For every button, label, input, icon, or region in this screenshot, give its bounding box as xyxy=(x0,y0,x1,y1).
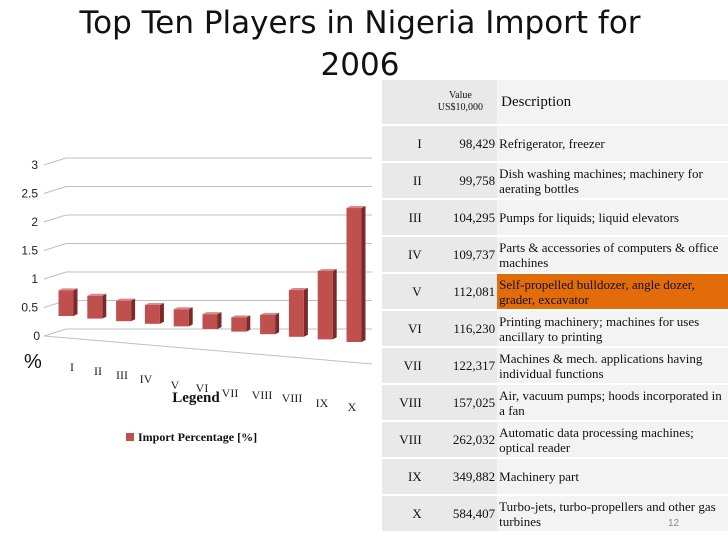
description-cell: Dish washing machines; machinery for aer… xyxy=(497,162,728,200)
y-axis-label: % xyxy=(24,351,42,373)
bar xyxy=(116,298,136,322)
value-cell: 109,737 xyxy=(423,236,498,274)
table-row: II 99,758 Dish washing machines; machinery… xyxy=(382,162,728,200)
value-cell: 584,407 xyxy=(423,495,498,533)
rank-cell: IV xyxy=(382,236,424,274)
slide-title: Top Ten Players in Nigeria Import for 20… xyxy=(40,2,680,86)
description-cell: Printing machinery; machines for uses an… xyxy=(497,310,728,348)
x-tick-label: IV xyxy=(140,372,153,386)
x-tick-label: X xyxy=(348,400,357,414)
description-cell: Pumps for liquids; liquid elevators xyxy=(497,199,728,237)
y-tick-label: 2 xyxy=(31,215,38,229)
header-rank xyxy=(382,80,424,126)
table-row: X 584,407 Turbo-jets, turbo-propellers and… xyxy=(382,495,728,533)
legend-swatch xyxy=(126,433,134,441)
table-body: I 98,429 Refrigerator, freezer II 99,758 Dish… xyxy=(382,125,728,533)
value-cell: 262,032 xyxy=(423,421,498,459)
gridline-diagonal xyxy=(43,271,67,280)
title-line-2: 2006 xyxy=(320,47,400,83)
description-cell: Automatic data processing machines; opti… xyxy=(497,421,728,459)
bar xyxy=(58,288,78,316)
description-cell: Machines & mech. applications having ind… xyxy=(497,347,728,385)
x-tick-label: VII xyxy=(222,386,239,400)
floor-edge xyxy=(43,335,373,365)
value-cell: 157,025 xyxy=(423,384,498,422)
bar xyxy=(87,293,107,319)
x-tick-label: VI xyxy=(196,381,209,395)
value-cell: 116,230 xyxy=(423,310,498,348)
description-cell: Parts & accessories of computers & offic… xyxy=(497,236,728,274)
value-cell: 104,295 xyxy=(423,199,498,237)
description-cell: Air, vacuum pumps; hoods incorporated in… xyxy=(497,384,728,422)
header-value: Value US$10,000 xyxy=(423,80,498,126)
rank-cell: III xyxy=(382,199,424,237)
table-row: V 112,081 Self-propelled bulldozer, angle … xyxy=(382,273,728,311)
x-tick-label: I xyxy=(70,360,74,374)
value-cell: 98,429 xyxy=(423,125,498,163)
y-tick-label: 2.5 xyxy=(21,187,38,201)
table-header-row: Value US$10,000 Description xyxy=(382,80,728,126)
table-row: VI 116,230 Printing machinery; machines fo… xyxy=(382,310,728,348)
rank-cell: X xyxy=(382,495,424,533)
rank-cell: I xyxy=(382,125,424,163)
table-row: VIII 262,032 Automatic data processing mac… xyxy=(382,421,728,459)
y-tick-label: 1 xyxy=(31,272,38,286)
x-tick-label: III xyxy=(116,368,128,382)
value-cell: 122,317 xyxy=(423,347,498,385)
legend-label: Import Percentage [%] xyxy=(138,430,257,444)
gridline-diagonal xyxy=(43,157,67,166)
page-number: 12 xyxy=(668,518,680,529)
gridline-diagonal xyxy=(43,328,67,337)
title-line-1: Top Ten Players in Nigeria Import for xyxy=(79,5,641,41)
x-tick-label: VIII xyxy=(252,388,273,402)
bar xyxy=(346,206,366,342)
import-percentage-chart: 00.511.522.53% I II III IV V VI VII VIII VIII IX XL… xyxy=(21,157,373,444)
rank-cell: II xyxy=(382,162,424,200)
bar xyxy=(260,312,280,335)
bar xyxy=(288,288,308,337)
table-row: III 104,295 Pumps for liquids; liquid elev… xyxy=(382,199,728,237)
x-tick-label: V xyxy=(171,378,180,392)
y-tick-label: 3 xyxy=(31,158,38,172)
rank-cell: VIII xyxy=(382,421,424,459)
gridline-diagonal xyxy=(43,243,67,251)
gridline-diagonal xyxy=(43,214,67,223)
bar xyxy=(231,315,251,332)
rank-cell: IX xyxy=(382,458,424,496)
x-tick-label: IX xyxy=(316,396,329,410)
y-tick-label: 0.5 xyxy=(21,301,38,315)
bar xyxy=(144,302,164,324)
table-row: VII 122,317 Machines & mech. applications … xyxy=(382,347,728,385)
rank-cell: VII xyxy=(382,347,424,385)
gridline-diagonal xyxy=(43,186,67,194)
description-cell: Machinery part xyxy=(497,458,728,496)
y-tick-label: 0 xyxy=(33,329,40,343)
description-cell: Self-propelled bulldozer, angle dozer, g… xyxy=(497,273,728,311)
rank-cell: VI xyxy=(382,310,424,348)
description-cell: Turbo-jets, turbo-propellers and other g… xyxy=(497,495,728,533)
x-tick-label: II xyxy=(94,364,102,378)
header-description: Description xyxy=(497,80,728,126)
table-row: IX 349,882 Machinery part xyxy=(382,458,728,496)
y-tick-label: 1.5 xyxy=(21,244,38,258)
bar xyxy=(317,269,337,340)
bar xyxy=(202,312,222,329)
rank-cell: VIII xyxy=(382,384,424,422)
table-row: VIII 157,025 Air, vacuum pumps; hoods inco… xyxy=(382,384,728,422)
value-cell: 112,081 xyxy=(423,273,498,311)
import-table: Value US$10,000 Description I 98,429 Refri… xyxy=(382,80,728,533)
value-cell: 99,758 xyxy=(423,162,498,200)
bar xyxy=(173,307,193,327)
description-cell: Refrigerator, freezer xyxy=(497,125,728,163)
table-row: I 98,429 Refrigerator, freezer xyxy=(382,125,728,163)
table-row: IV 109,737 Parts & accessories of computer… xyxy=(382,236,728,274)
x-tick-label: VIII xyxy=(282,391,303,405)
value-cell: 349,882 xyxy=(423,458,498,496)
rank-cell: V xyxy=(382,273,424,311)
x-axis-label: Legend xyxy=(172,390,220,406)
